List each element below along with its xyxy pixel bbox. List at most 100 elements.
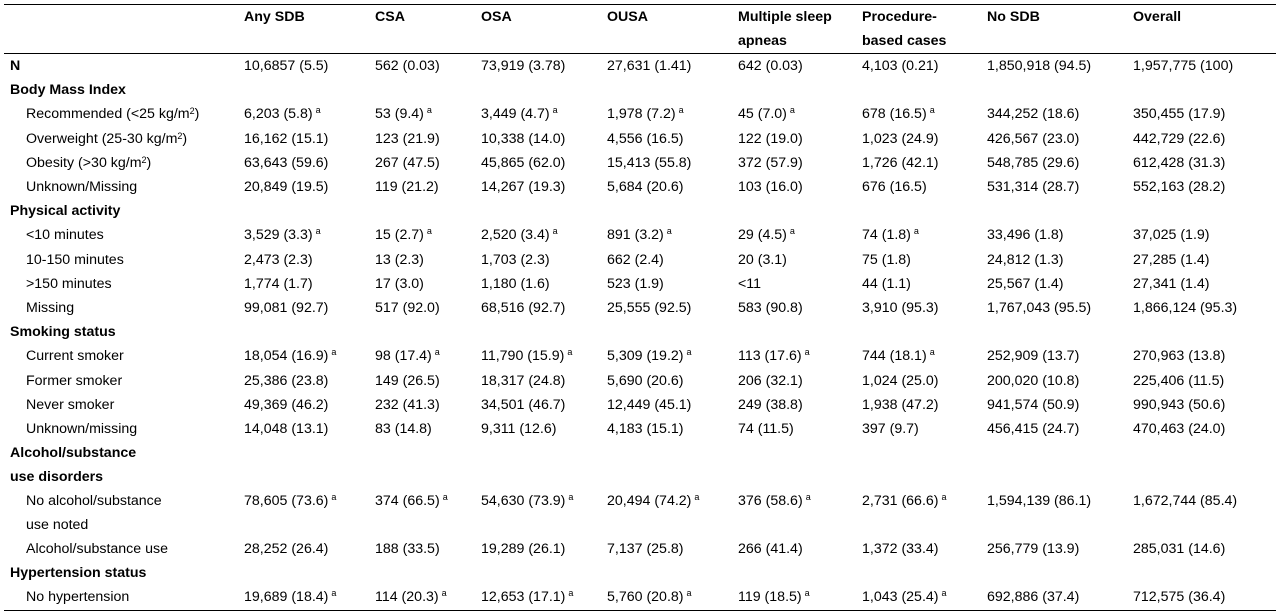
row-label-text-line2: use noted bbox=[26, 517, 89, 533]
table-cell: 206 (32.1) bbox=[732, 369, 856, 393]
table-cell bbox=[981, 320, 1127, 344]
significance-marker: a bbox=[552, 105, 558, 115]
table-cell: 15,413 (55.8) bbox=[601, 151, 732, 175]
header-line-2 bbox=[607, 29, 726, 53]
row-label: Unknown/missing bbox=[4, 417, 238, 441]
row-label-text: Former smoker bbox=[26, 373, 123, 389]
cell-value: 113 (17.6) bbox=[738, 348, 802, 364]
row-label-text: >150 minutes bbox=[26, 276, 112, 292]
table-cell: 4,556 (16.5) bbox=[601, 127, 732, 151]
table-cell: 25,567 (1.4) bbox=[981, 272, 1127, 296]
table-cell: 1,672,744 (85.4) bbox=[1127, 489, 1276, 537]
row-label: Obesity (>30 kg/m2) bbox=[4, 151, 238, 175]
table-row: No hypertension 19,689 (18.4) a 114 (20.3) a… bbox=[4, 585, 1276, 611]
table-cell: 678 (16.5) a bbox=[856, 102, 981, 127]
table-cell: 74 (11.5) bbox=[732, 417, 856, 441]
table-cell: 10,338 (14.0) bbox=[475, 127, 601, 151]
cell-value: 267 (47.5) bbox=[375, 155, 440, 171]
cell-value: 249 (38.8) bbox=[738, 397, 803, 413]
cell-value: 29 (4.5) bbox=[738, 227, 787, 243]
cell-value: 206 (32.1) bbox=[738, 373, 803, 389]
row-label: Alcohol/substance use bbox=[4, 537, 238, 561]
table-cell: 14,048 (13.1) bbox=[238, 417, 369, 441]
table-cell: 4,103 (0.21) bbox=[856, 54, 981, 79]
cell-value: 256,779 (13.9) bbox=[987, 541, 1080, 557]
significance-marker: a bbox=[686, 347, 692, 357]
table-cell: 232 (41.3) bbox=[369, 393, 475, 417]
table-cell bbox=[238, 561, 369, 585]
row-label: Unknown/Missing bbox=[4, 175, 238, 199]
row-label-text: Recommended (<25 kg/m bbox=[26, 106, 190, 122]
cell-value: 2,473 (2.3) bbox=[244, 252, 313, 268]
characteristics-table: Any SDB CSA OSA OUSA Multiple sleep apneas Pro… bbox=[4, 4, 1276, 611]
cell-value: 1,866,124 (95.3) bbox=[1133, 300, 1238, 316]
cell-value: 28,252 (26.4) bbox=[244, 541, 329, 557]
significance-marker: a bbox=[567, 347, 573, 357]
table-row: Missing 99,081 (92.7) 517 (92.0) 68,516 (92… bbox=[4, 296, 1276, 320]
table-cell: 712,575 (36.4) bbox=[1127, 585, 1276, 611]
cell-value: 103 (16.0) bbox=[738, 179, 803, 195]
cell-value: 350,455 (17.9) bbox=[1133, 106, 1226, 122]
row-label: Current smoker bbox=[4, 344, 238, 369]
cell-value: 252,909 (13.7) bbox=[987, 348, 1080, 364]
cell-value: 1,594,139 (86.1) bbox=[987, 493, 1092, 509]
table-cell: 49,369 (46.2) bbox=[238, 393, 369, 417]
cell-value: 27,631 (1.41) bbox=[607, 58, 692, 74]
row-label-text: N bbox=[10, 58, 21, 74]
row-label-text: Missing bbox=[26, 300, 75, 316]
table-cell: 2,731 (66.6) a bbox=[856, 489, 981, 537]
cell-value: 1,767,043 (95.5) bbox=[987, 300, 1092, 316]
row-label: Smoking status bbox=[4, 320, 238, 344]
cell-value: 470,463 (24.0) bbox=[1133, 421, 1226, 437]
table-cell: 256,779 (13.9) bbox=[981, 537, 1127, 561]
cell-value: 19,289 (26.1) bbox=[481, 541, 566, 557]
cell-value: 14,267 (19.3) bbox=[481, 179, 566, 195]
cell-value: 11,790 (15.9) bbox=[481, 348, 565, 364]
cell-value: 442,729 (22.6) bbox=[1133, 131, 1226, 147]
table-cell bbox=[981, 78, 1127, 102]
table-cell: 20,849 (19.5) bbox=[238, 175, 369, 199]
cell-value: 372 (57.9) bbox=[738, 155, 803, 171]
table-cell: 470,463 (24.0) bbox=[1127, 417, 1276, 441]
row-label-text: Never smoker bbox=[26, 397, 115, 413]
table-cell: 552,163 (28.2) bbox=[1127, 175, 1276, 199]
table-cell bbox=[1127, 561, 1276, 585]
header-cell-col-6: Procedure-based cases bbox=[856, 5, 981, 54]
table-cell: 73,919 (3.78) bbox=[475, 54, 601, 79]
significance-marker: a bbox=[789, 226, 795, 236]
table-cell: 1,726 (42.1) bbox=[856, 151, 981, 175]
table-cell: 456,415 (24.7) bbox=[981, 417, 1127, 441]
cell-value: 941,574 (50.9) bbox=[987, 397, 1080, 413]
header-cell-col-7: No SDB bbox=[981, 5, 1127, 54]
cell-value: 114 (20.3) bbox=[375, 589, 439, 605]
table-cell: 14,267 (19.3) bbox=[475, 175, 601, 199]
cell-value: 119 (18.5) bbox=[738, 589, 802, 605]
table-cell bbox=[369, 199, 475, 223]
cell-value: 98 (17.4) bbox=[375, 348, 432, 364]
table-cell bbox=[856, 561, 981, 585]
table-cell: 15 (2.7) a bbox=[369, 223, 475, 248]
table-cell: 13 (2.3) bbox=[369, 248, 475, 272]
row-label: N bbox=[4, 54, 238, 79]
significance-marker: a bbox=[568, 588, 574, 598]
table-cell: 25,386 (23.8) bbox=[238, 369, 369, 393]
cell-value: 990,943 (50.6) bbox=[1133, 397, 1226, 413]
table-row: Never smoker 49,369 (46.2) 232 (41.3) 34,50… bbox=[4, 393, 1276, 417]
table-cell bbox=[238, 199, 369, 223]
row-label: Former smoker bbox=[4, 369, 238, 393]
cell-value: 27,285 (1.4) bbox=[1133, 252, 1210, 268]
table-cell: 426,567 (23.0) bbox=[981, 127, 1127, 151]
cell-value: 376 (58.6) bbox=[738, 493, 803, 509]
table-cell: 344,252 (18.6) bbox=[981, 102, 1127, 127]
table-cell: 523 (1.9) bbox=[601, 272, 732, 296]
cell-value: 285,031 (14.6) bbox=[1133, 541, 1226, 557]
significance-marker: a bbox=[804, 588, 810, 598]
table-row: Body Mass Index bbox=[4, 78, 1276, 102]
table-cell: 270,963 (13.8) bbox=[1127, 344, 1276, 369]
header-cell-label bbox=[4, 5, 238, 54]
cell-value: 25,567 (1.4) bbox=[987, 276, 1064, 292]
table-row: Physical activity bbox=[4, 199, 1276, 223]
significance-marker: a bbox=[331, 588, 337, 598]
cell-value: 1,978 (7.2) bbox=[607, 106, 676, 122]
table-cell: 3,529 (3.3) a bbox=[238, 223, 369, 248]
